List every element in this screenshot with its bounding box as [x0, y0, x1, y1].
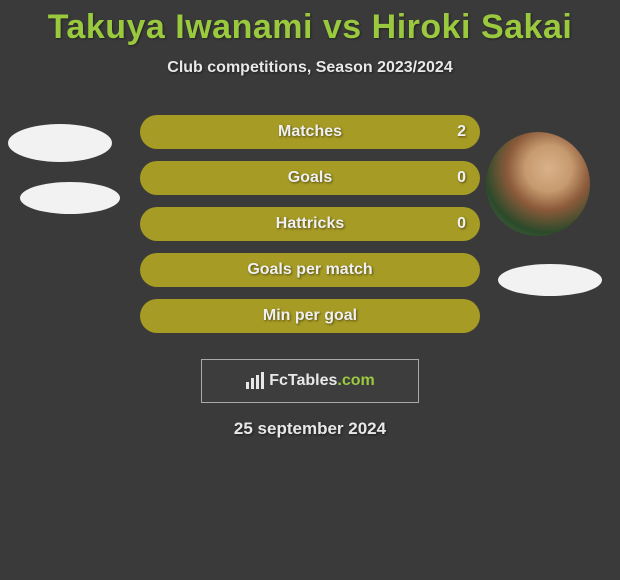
- bar-label: Hattricks: [276, 215, 344, 233]
- bar-row-hattricks: Hattricks 0: [0, 207, 620, 241]
- bar-label: Goals: [288, 169, 332, 187]
- bar-matches: Matches 2: [140, 115, 480, 149]
- footer-attribution: FcTables.com: [201, 359, 419, 403]
- bar-row-matches: Matches 2: [0, 115, 620, 149]
- footer-brand-prefix: FcTables: [269, 372, 337, 389]
- comparison-chart: Matches 2 Goals 0 Hattricks 0 Goals per …: [0, 115, 620, 345]
- bar-label: Min per goal: [263, 307, 357, 325]
- page-title: Takuya Iwanami vs Hiroki Sakai: [0, 8, 620, 47]
- bar-row-goals: Goals 0: [0, 161, 620, 195]
- bar-label: Matches: [278, 123, 342, 141]
- bar-hattricks: Hattricks 0: [140, 207, 480, 241]
- fctables-logo: FcTables.com: [245, 372, 375, 390]
- bar-value: 2: [457, 123, 466, 141]
- bar-value: 0: [457, 169, 466, 187]
- bar-chart-icon: [245, 372, 265, 390]
- bar-row-min-per-goal: Min per goal: [0, 299, 620, 333]
- bar-row-goals-per-match: Goals per match: [0, 253, 620, 287]
- page-subtitle: Club competitions, Season 2023/2024: [0, 59, 620, 77]
- bar-goals-per-match: Goals per match: [140, 253, 480, 287]
- generated-date: 25 september 2024: [0, 419, 620, 439]
- bar-label: Goals per match: [247, 261, 372, 279]
- footer-brand-text: FcTables.com: [269, 372, 375, 390]
- bar-value: 0: [457, 215, 466, 233]
- bar-min-per-goal: Min per goal: [140, 299, 480, 333]
- footer-brand-suffix: .com: [337, 372, 374, 389]
- bar-goals: Goals 0: [140, 161, 480, 195]
